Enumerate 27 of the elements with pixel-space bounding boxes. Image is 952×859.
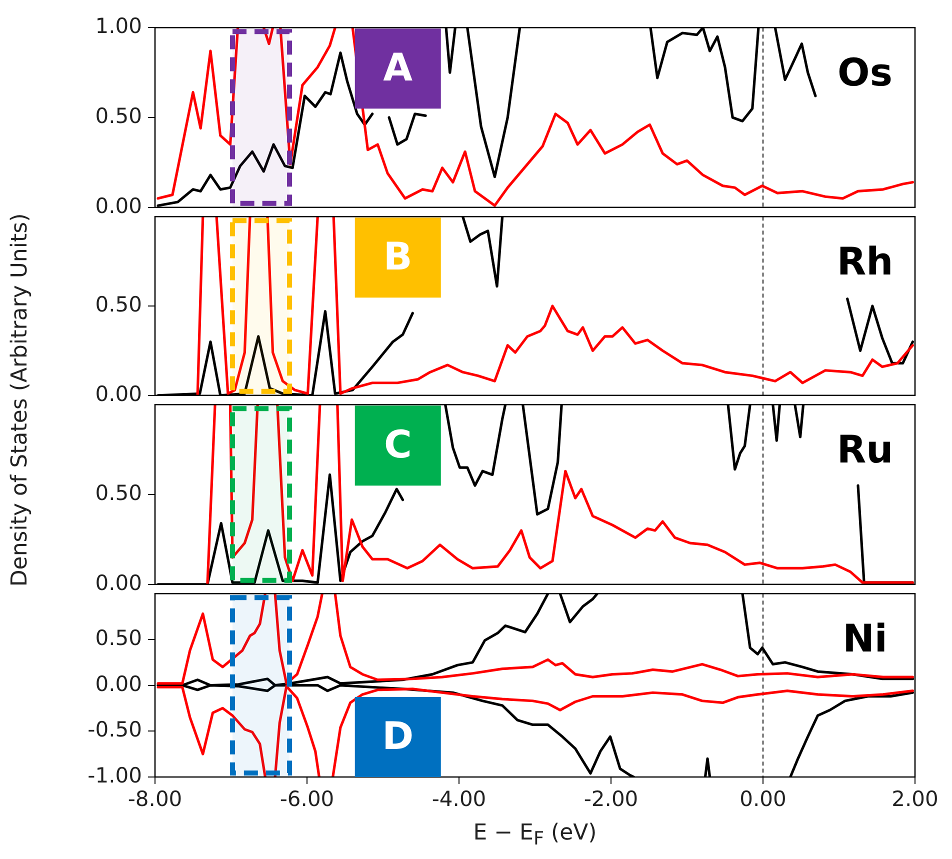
x-tick-label: -8.00 — [128, 787, 182, 812]
y-tick-label: 0.00 — [95, 194, 142, 218]
y-tick-label: 0.50 — [95, 626, 142, 650]
y-tick-label: 0.00 — [95, 382, 142, 406]
x-tick-label: 2.00 — [892, 787, 938, 812]
y-tick-label: 0.50 — [95, 104, 142, 128]
y-tick-label: -0.50 — [88, 718, 142, 742]
y-tick-label: 0.50 — [95, 292, 142, 316]
x-tick-label: -2.00 — [584, 787, 638, 812]
annotation: C — [384, 422, 412, 466]
y-tick-label: 0.00 — [95, 672, 142, 696]
annotation: A — [383, 45, 414, 90]
annotation: D — [382, 714, 414, 758]
annotation: Rh — [836, 239, 894, 284]
x-tick-label: -4.00 — [432, 787, 486, 812]
x-tick-label: -6.00 — [280, 787, 334, 812]
annotation: Os — [838, 50, 892, 94]
annotation: B — [383, 234, 412, 278]
x-tick-label: 0.00 — [740, 787, 786, 812]
annotation: Ni — [842, 616, 888, 660]
y-tick-label: 0.50 — [95, 480, 142, 505]
y-tick-label: 0.00 — [95, 570, 142, 595]
annotation: Ru — [836, 427, 894, 472]
y-tick-label: 1.00 — [95, 14, 142, 38]
y-axis-title: Density of States (Arbitrary Units) — [8, 213, 32, 587]
x-axis-title: E − E$_{F}$ (eV) — [473, 820, 597, 850]
y-tick-label: -1.00 — [88, 763, 142, 788]
